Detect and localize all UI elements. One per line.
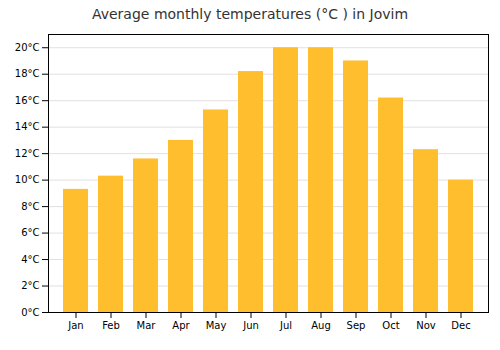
svg-text:12°C: 12°C [15,148,40,159]
html-text:Average monthly temperatures (: Average monthly temperatures (°C ) in Jo… [92,6,408,22]
svg-text:Dec: Dec [451,320,470,331]
svg-text:20°C: 20°C [15,42,40,53]
svg-text:2°C: 2°C [21,280,39,291]
svg-text:Aug: Aug [311,320,331,331]
svg-text:Apr: Apr [172,320,190,331]
svg-text:4°C: 4°C [21,254,39,265]
svg-text:Mar: Mar [137,320,157,331]
svg-text:Sep: Sep [347,320,366,331]
svg-text:18°C: 18°C [15,68,40,79]
svg-text:14°C: 14°C [15,121,40,132]
svg-text:Jun: Jun [242,320,259,331]
svg-text:May: May [206,320,227,331]
svg-text:10°C: 10°C [15,174,40,185]
svg-text:8°C: 8°C [21,201,39,212]
svg-text:0°C: 0°C [21,307,39,318]
svg-text:Jul: Jul [279,320,292,331]
svg-text:6°C: 6°C [21,227,39,238]
svg-text:Feb: Feb [102,320,120,331]
svg-text:Nov: Nov [416,320,436,331]
svg-text:16°C: 16°C [15,95,40,106]
svg-text:Oct: Oct [382,320,399,331]
svg-text:Jan: Jan [67,320,83,331]
